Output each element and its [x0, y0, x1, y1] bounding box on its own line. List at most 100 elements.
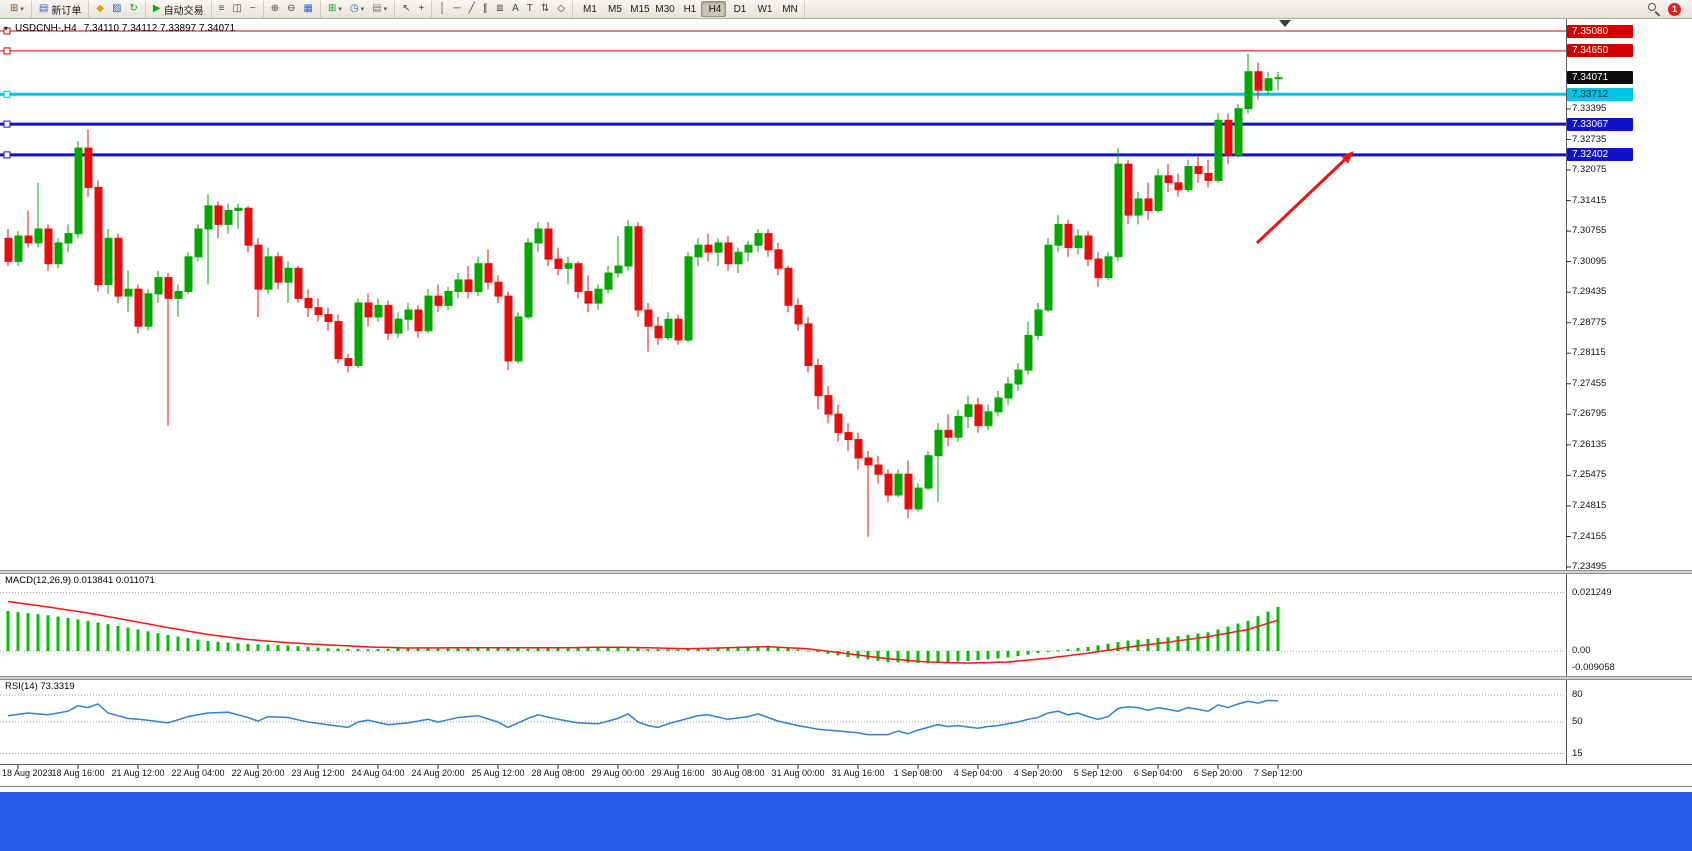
candle — [114, 237, 123, 297]
text-button[interactable]: A — [508, 1, 523, 17]
line-chart-button[interactable]: ~ — [246, 1, 260, 17]
cursor-button[interactable]: ↖ — [398, 1, 414, 17]
panel-separator[interactable] — [0, 570, 1692, 574]
time-axis-label: 24 Aug 04:00 — [351, 768, 405, 778]
candle — [1074, 235, 1083, 249]
rsi-level-label: 50 — [1572, 716, 1583, 727]
candle — [534, 228, 543, 244]
vertical-line-button[interactable]: │ — [435, 1, 449, 17]
timeframe-mn-button[interactable]: MN — [776, 1, 801, 17]
line-handle[interactable] — [3, 120, 11, 128]
profiles-button[interactable]: ▨ — [108, 1, 125, 17]
bar-chart-button[interactable]: ≡ — [215, 1, 229, 17]
trendline-button[interactable]: ╱ — [465, 1, 479, 17]
line-handle[interactable] — [3, 27, 11, 35]
candle — [864, 457, 873, 466]
timeframe-m5-button[interactable]: M5 — [601, 1, 626, 17]
candle — [4, 237, 13, 262]
price-tick-label: 7.32075 — [1572, 164, 1607, 175]
candlestick-chart-button[interactable]: ◫ — [228, 1, 245, 17]
candle — [94, 186, 103, 286]
fibonacci-button[interactable]: ≣ — [492, 1, 508, 17]
timeframe-d1-button[interactable]: D1 — [726, 1, 751, 17]
candle — [154, 277, 163, 295]
candle — [1164, 175, 1173, 184]
chart-canvas[interactable] — [0, 19, 1692, 787]
price-tick-label: 7.26135 — [1572, 438, 1607, 450]
toolbar-group: ≡ ◫ ~ — [212, 0, 264, 18]
templates-icon: ▤ — [372, 3, 382, 14]
price-lines[interactable] — [0, 27, 1566, 159]
shapes-button[interactable]: ◇ — [553, 1, 569, 17]
line-handle[interactable] — [3, 90, 11, 98]
metaeditor-button[interactable]: ◆ — [92, 1, 108, 17]
timeframe-m1-button[interactable]: M1 — [576, 1, 601, 17]
candle — [1034, 309, 1043, 336]
candle — [294, 267, 303, 299]
candle — [1054, 223, 1063, 246]
macd-axis-min: -0.009058 — [1572, 662, 1615, 673]
chart-area[interactable]: ▾ USDCNH-,H4 7.34110 7.34112 7.33897 7.3… — [0, 19, 1692, 787]
new-chart-button[interactable]: ⊞ ▾ — [6, 1, 28, 17]
candle — [1274, 77, 1283, 80]
line-handle[interactable] — [3, 151, 11, 159]
candle — [144, 293, 153, 327]
line-handle[interactable] — [3, 47, 11, 55]
arrows-icon: ⇅ — [540, 3, 550, 14]
dropdown-caret-icon: ▾ — [383, 6, 388, 13]
notification-badge[interactable]: 1 — [1668, 2, 1681, 16]
candle — [334, 321, 343, 360]
candle — [104, 237, 113, 286]
candle — [694, 244, 703, 258]
time-axis-label: 4 Sep 20:00 — [1013, 768, 1063, 778]
timeframe-m1-button-label: M1 — [583, 3, 597, 15]
metaeditor-icon: ◆ — [96, 3, 105, 14]
indicators-button[interactable]: ⊞ ▾ — [324, 1, 346, 17]
channel-button[interactable]: ∥ — [479, 1, 492, 17]
crosshair-button[interactable]: + — [415, 1, 429, 17]
candle — [954, 415, 963, 438]
candlestick-series — [4, 54, 1283, 537]
timeframe-h4-button[interactable]: H4 — [700, 1, 726, 17]
text-icon: A — [512, 3, 519, 14]
chart-shift-marker[interactable] — [1279, 20, 1291, 27]
line-chart-icon: ~ — [249, 3, 256, 14]
new-order-button[interactable]: ▤ 新订单 — [35, 1, 85, 17]
periods-icon: ◷ — [349, 3, 359, 14]
refresh-button[interactable]: ↻ — [126, 1, 142, 17]
candle — [894, 473, 903, 496]
time-axis-label: 25 Aug 12:00 — [471, 768, 525, 778]
autotrading-button[interactable]: ▶ 自动交易 — [149, 1, 208, 17]
candle — [704, 244, 713, 253]
zoom-in-icon: ⊕ — [270, 3, 280, 14]
macd-axis-zero: 0.00 — [1572, 645, 1591, 656]
periods-button[interactable]: ◷ ▾ — [346, 1, 368, 17]
candle — [1174, 182, 1183, 191]
candle — [1044, 244, 1053, 311]
price-tick-label: 7.26795 — [1572, 408, 1607, 420]
candle — [34, 228, 43, 244]
toolbar-group: ▤ 新订单 — [32, 0, 90, 18]
candle — [424, 295, 433, 332]
timeframe-w1-button[interactable]: W1 — [751, 1, 776, 17]
candle — [1084, 235, 1093, 260]
search-icon[interactable] — [1647, 2, 1661, 17]
candle — [914, 487, 923, 510]
autotrading-button-label: 自动交易 — [163, 5, 204, 17]
zoom-in-button[interactable]: ⊕ — [267, 1, 283, 17]
arrows-button[interactable]: ⇅ — [537, 1, 553, 17]
tile-windows-button[interactable]: ▦ — [300, 1, 317, 17]
templates-button[interactable]: ▤ ▾ — [368, 1, 391, 17]
panel-separator[interactable] — [0, 676, 1692, 680]
candle — [794, 304, 803, 325]
one-click-trading-caret-icon[interactable]: ▾ — [4, 24, 9, 33]
label-button[interactable]: T — [523, 1, 537, 17]
search-lens — [1648, 3, 1656, 11]
trend-arrow[interactable] — [1255, 151, 1354, 245]
timeframe-h1-button[interactable]: H1 — [676, 1, 701, 17]
timeframe-m30-button[interactable]: M30 — [651, 1, 676, 17]
horizontal-line-button[interactable]: ─ — [450, 1, 465, 17]
timeframe-m30-button-label: M30 — [655, 3, 675, 15]
zoom-out-button[interactable]: ⊖ — [283, 1, 299, 17]
timeframe-m15-button[interactable]: M15 — [626, 1, 651, 17]
